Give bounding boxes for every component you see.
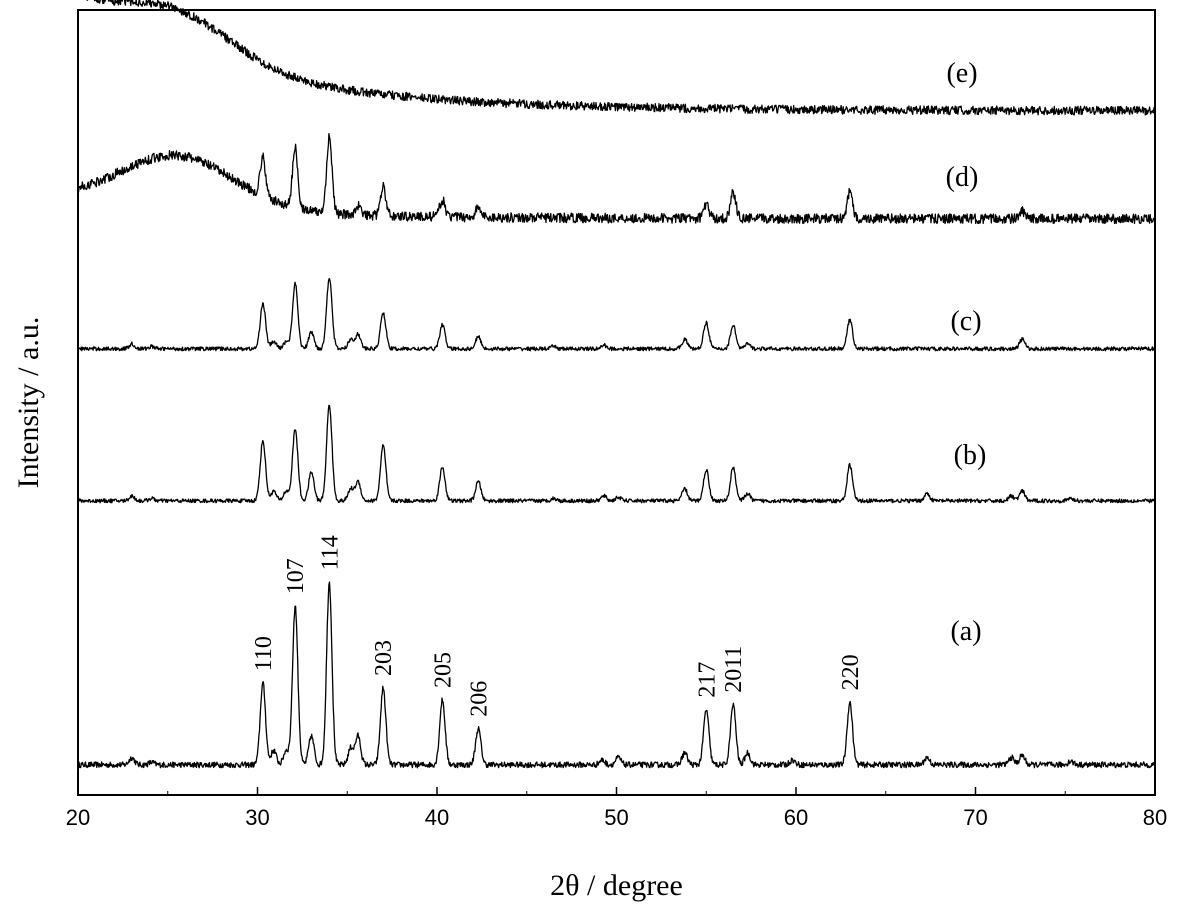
peak-label-110: 110 (251, 636, 277, 671)
peak-label-107: 107 (283, 558, 309, 594)
series-trace-b (78, 405, 1155, 502)
x-axis-title: 2θ / degree (550, 869, 683, 902)
series-trace-a (78, 582, 1155, 768)
y-axis-title: Intensity / a.u. (12, 317, 45, 489)
x-tick-label-20: 20 (66, 805, 90, 830)
x-tick-label-40: 40 (425, 805, 449, 830)
series-label-a: (a) (950, 616, 981, 647)
plot-frame (78, 10, 1155, 795)
peak-label-205: 205 (430, 652, 456, 688)
series-label-c: (c) (950, 306, 981, 337)
peak-label-220: 220 (838, 654, 864, 690)
x-tick-label-30: 30 (245, 805, 269, 830)
peak-labels-group: 110 107 114 203 205 206 2172011 220 (251, 535, 864, 717)
x-tick-label-50: 50 (604, 805, 628, 830)
series-trace-c (78, 279, 1155, 351)
series-label-d: (d) (946, 162, 979, 193)
peak-label-203: 203 (371, 640, 397, 676)
series-labels-group: (a) (b) (c) (d) (e) (946, 58, 987, 647)
series-trace-d (78, 134, 1155, 224)
x-axis-ticks: 20 30 40 50 60 70 80 (66, 787, 1167, 830)
peak-label-2011: 2011 (721, 646, 747, 693)
series-trace-e (78, 0, 1155, 115)
peak-label-206: 206 (466, 681, 492, 717)
series-label-e: (e) (946, 58, 977, 89)
peak-label-217: 217 (694, 662, 720, 698)
x-tick-label-80: 80 (1143, 805, 1167, 830)
peak-label-114: 114 (317, 535, 343, 570)
x-tick-label-60: 60 (784, 805, 808, 830)
series-label-b: (b) (954, 440, 987, 471)
traces-group (78, 0, 1155, 768)
x-tick-label-70: 70 (963, 805, 987, 830)
